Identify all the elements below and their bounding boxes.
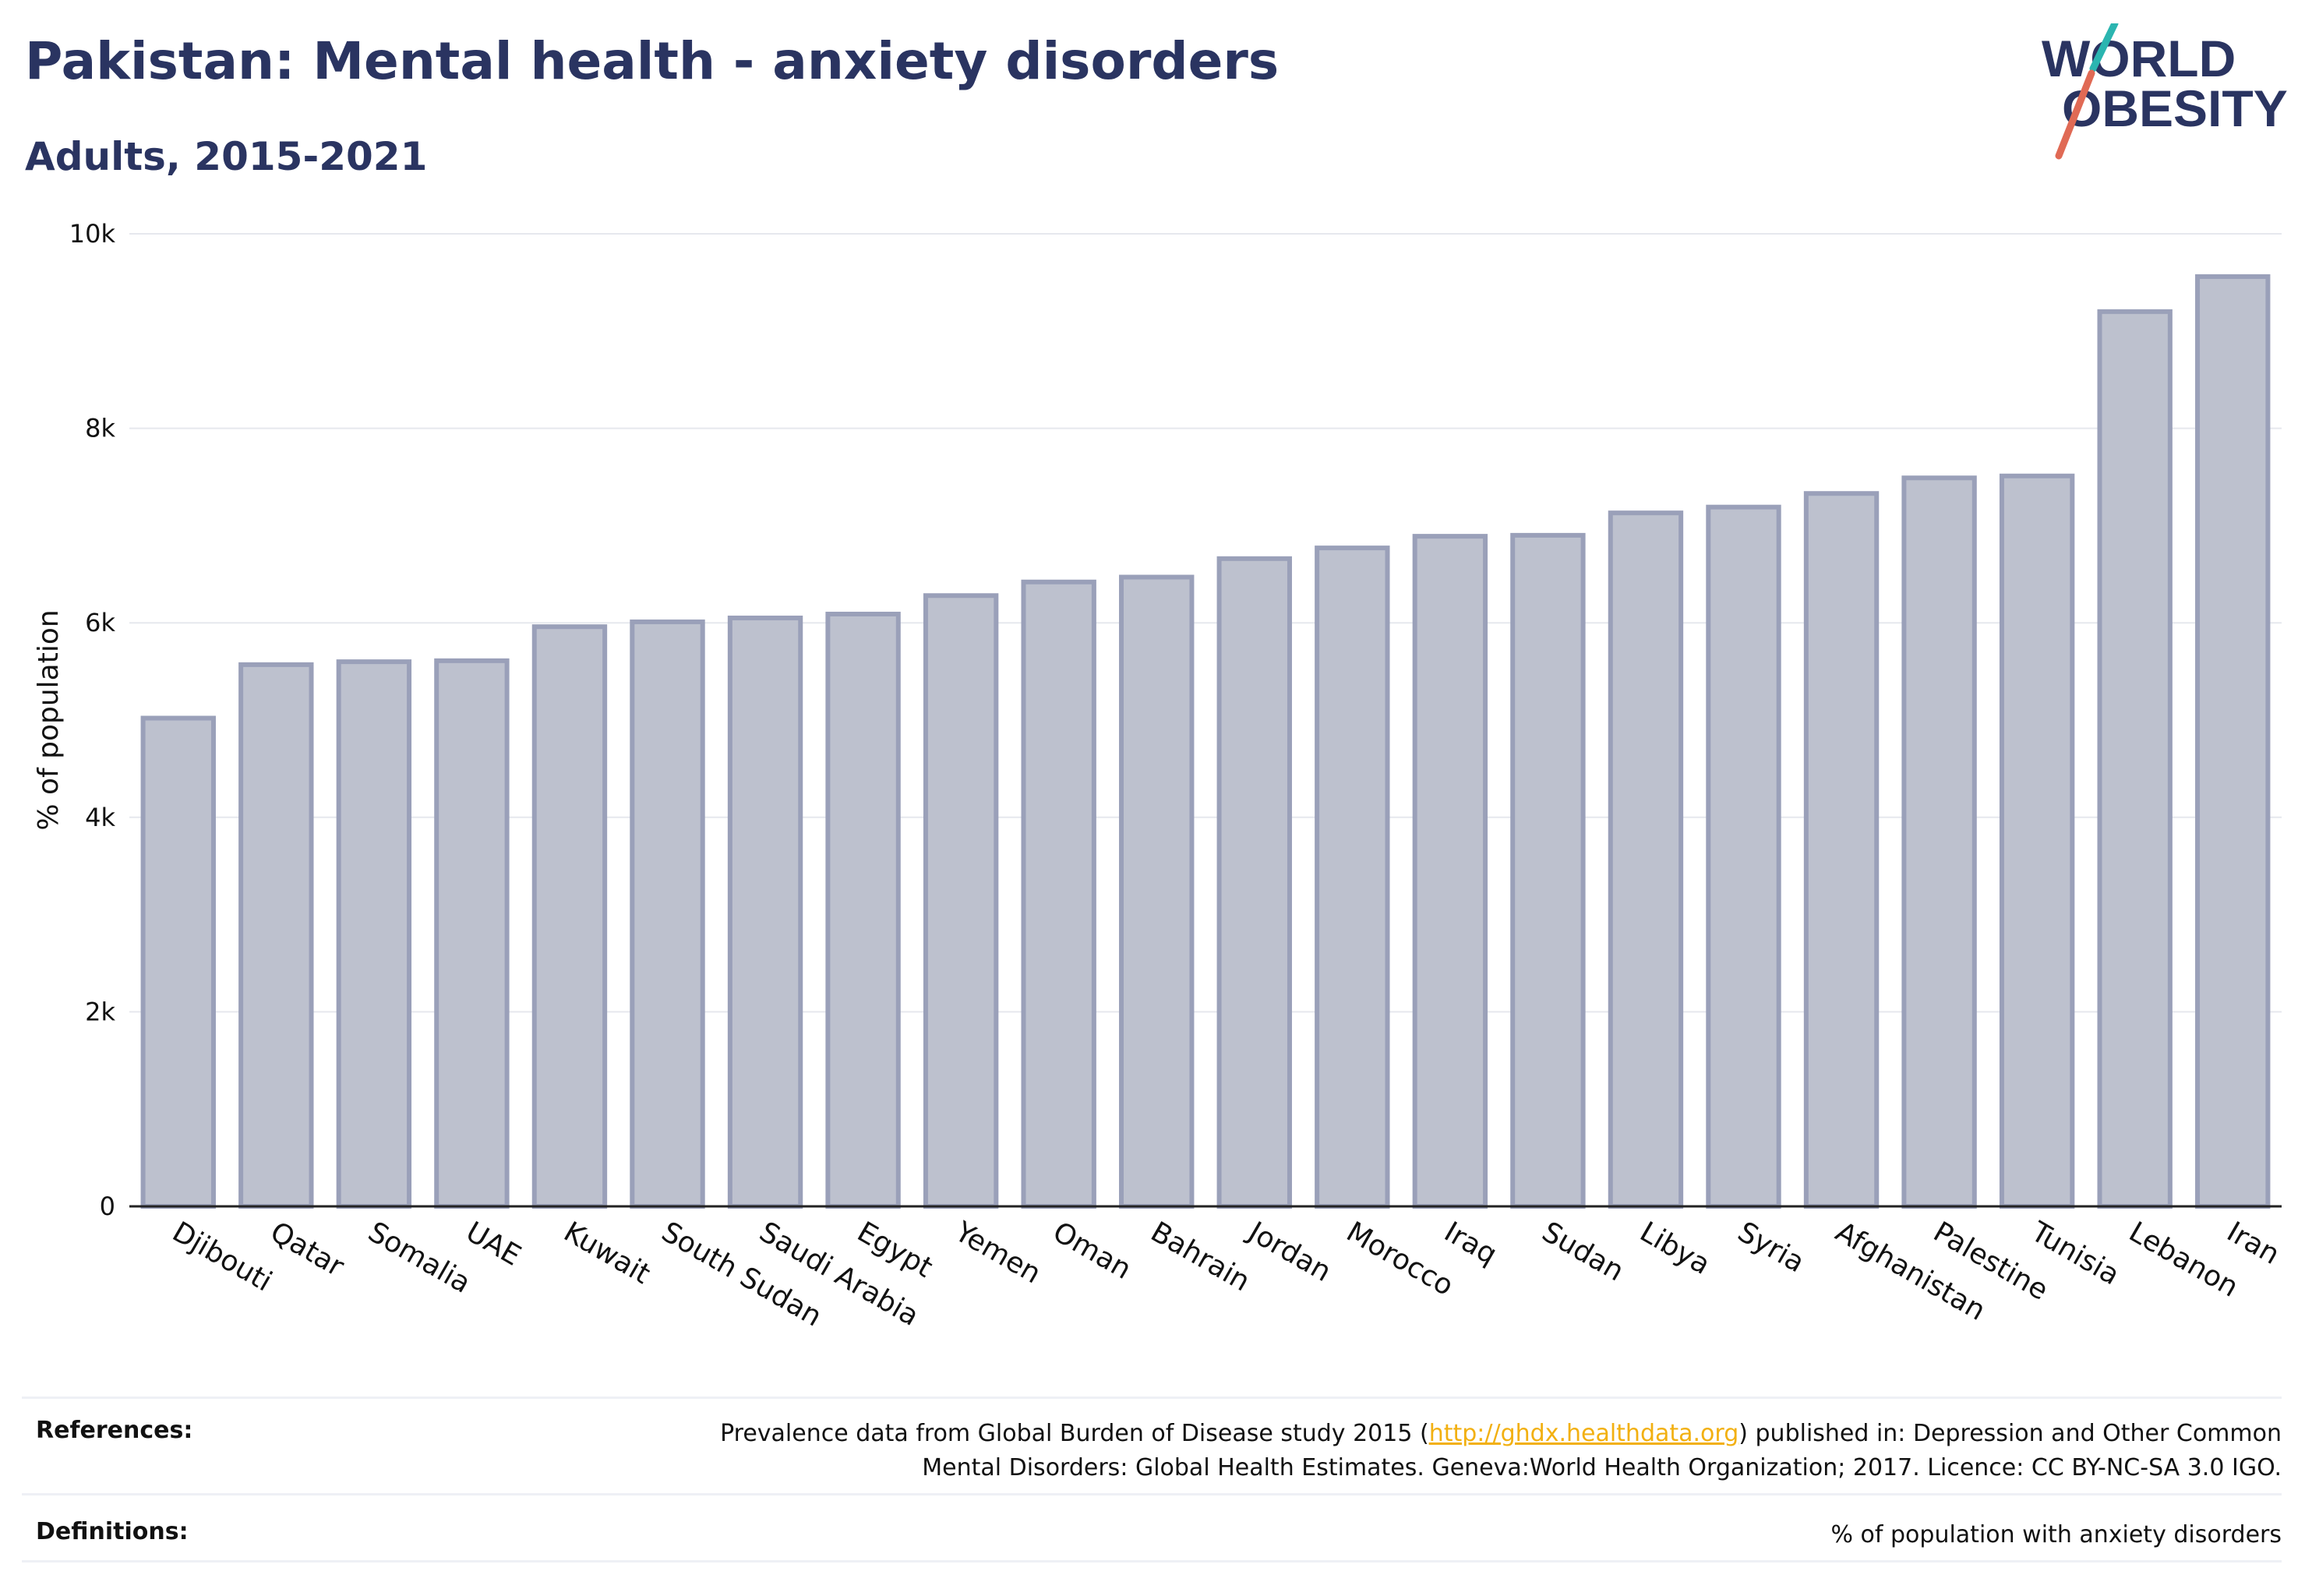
bar — [1510, 532, 1586, 1209]
y-tick-label: 4k — [85, 803, 115, 832]
definitions-text: % of population with anxiety disorders — [1830, 1521, 2282, 1548]
y-axis-label: % of population — [33, 609, 65, 830]
bar-chart: 0 2k 4k 6k 8k 10k % of population DjiboutiQatar… — [33, 219, 2285, 1333]
bar — [1706, 504, 1781, 1209]
references-line1-post: ) published in: Depression and Other Com… — [1738, 1420, 2282, 1447]
bar — [140, 715, 216, 1209]
x-tick-label: Syria — [1732, 1216, 1809, 1279]
bar — [923, 593, 999, 1209]
bar — [1803, 491, 1880, 1209]
bar — [825, 611, 901, 1209]
x-tick-label: Yemen — [949, 1216, 1047, 1291]
bar — [727, 615, 803, 1209]
bar — [1021, 579, 1096, 1209]
x-tick-label: Bahrain — [1145, 1216, 1255, 1298]
bar — [1315, 546, 1390, 1209]
bar — [531, 624, 608, 1209]
x-tick-label: Jordan — [1242, 1215, 1336, 1288]
logo-text-obesity: OBESITY — [2062, 79, 2288, 137]
bar — [1999, 473, 2075, 1209]
x-tick-label: Iraq — [1438, 1216, 1502, 1271]
footer-divider-bottom — [22, 1560, 2282, 1562]
bar — [2097, 309, 2173, 1209]
y-tick-label: 2k — [85, 997, 115, 1026]
chart-title: Pakistan: Mental health - anxiety disord… — [25, 31, 1280, 91]
definitions-label: Definitions: — [36, 1518, 189, 1545]
y-tick-label: 10k — [69, 219, 116, 249]
logo-slash-teal — [2089, 23, 2119, 72]
x-tick-label: Somalia — [362, 1216, 475, 1300]
x-tick-label: Lebanon — [2123, 1216, 2243, 1304]
bar — [1216, 556, 1292, 1209]
x-tick-label: Oman — [1047, 1216, 1136, 1286]
y-tick-label: 0 — [100, 1192, 115, 1221]
references-link[interactable]: http://ghdx.healthdata.org — [1428, 1420, 1739, 1447]
bar — [1901, 475, 1977, 1209]
footer-divider-top — [22, 1396, 2282, 1399]
logo-slash-coral — [2055, 69, 2095, 160]
references-line1-pre: Prevalence data from Global Burden of Di… — [720, 1420, 1429, 1447]
x-tick-label: UAE — [461, 1216, 526, 1272]
references-label: References: — [36, 1417, 193, 1444]
bar — [630, 619, 705, 1209]
bar — [1412, 534, 1488, 1209]
references-text: Prevalence data from Global Burden of Di… — [720, 1417, 2282, 1485]
x-tick-label: Qatar — [265, 1216, 349, 1283]
x-tick-label: Iran — [2222, 1216, 2285, 1271]
bar — [238, 662, 314, 1209]
bar — [336, 659, 412, 1209]
x-tick-label: Kuwait — [558, 1216, 655, 1291]
logo-text-world: WORLD — [2042, 30, 2236, 87]
x-tick-label: Libya — [1634, 1216, 1715, 1281]
y-tick-label: 8k — [85, 414, 115, 443]
bar — [434, 658, 510, 1209]
bar — [1119, 574, 1195, 1209]
footer-divider-middle — [22, 1493, 2282, 1495]
y-tick-label: 6k — [85, 608, 115, 637]
x-tick-label: Morocco — [1341, 1216, 1459, 1302]
x-tick-label: Sudan — [1537, 1216, 1629, 1287]
bar — [1608, 510, 1684, 1209]
world-obesity-logo: WORLD OBESITY — [2042, 23, 2288, 160]
bar — [2195, 274, 2271, 1209]
chart-subtitle: Adults, 2015-2021 — [25, 134, 428, 179]
references-line2: Mental Disorders: Global Health Estimate… — [922, 1454, 2282, 1481]
x-tick-label: Djibouti — [167, 1216, 277, 1298]
